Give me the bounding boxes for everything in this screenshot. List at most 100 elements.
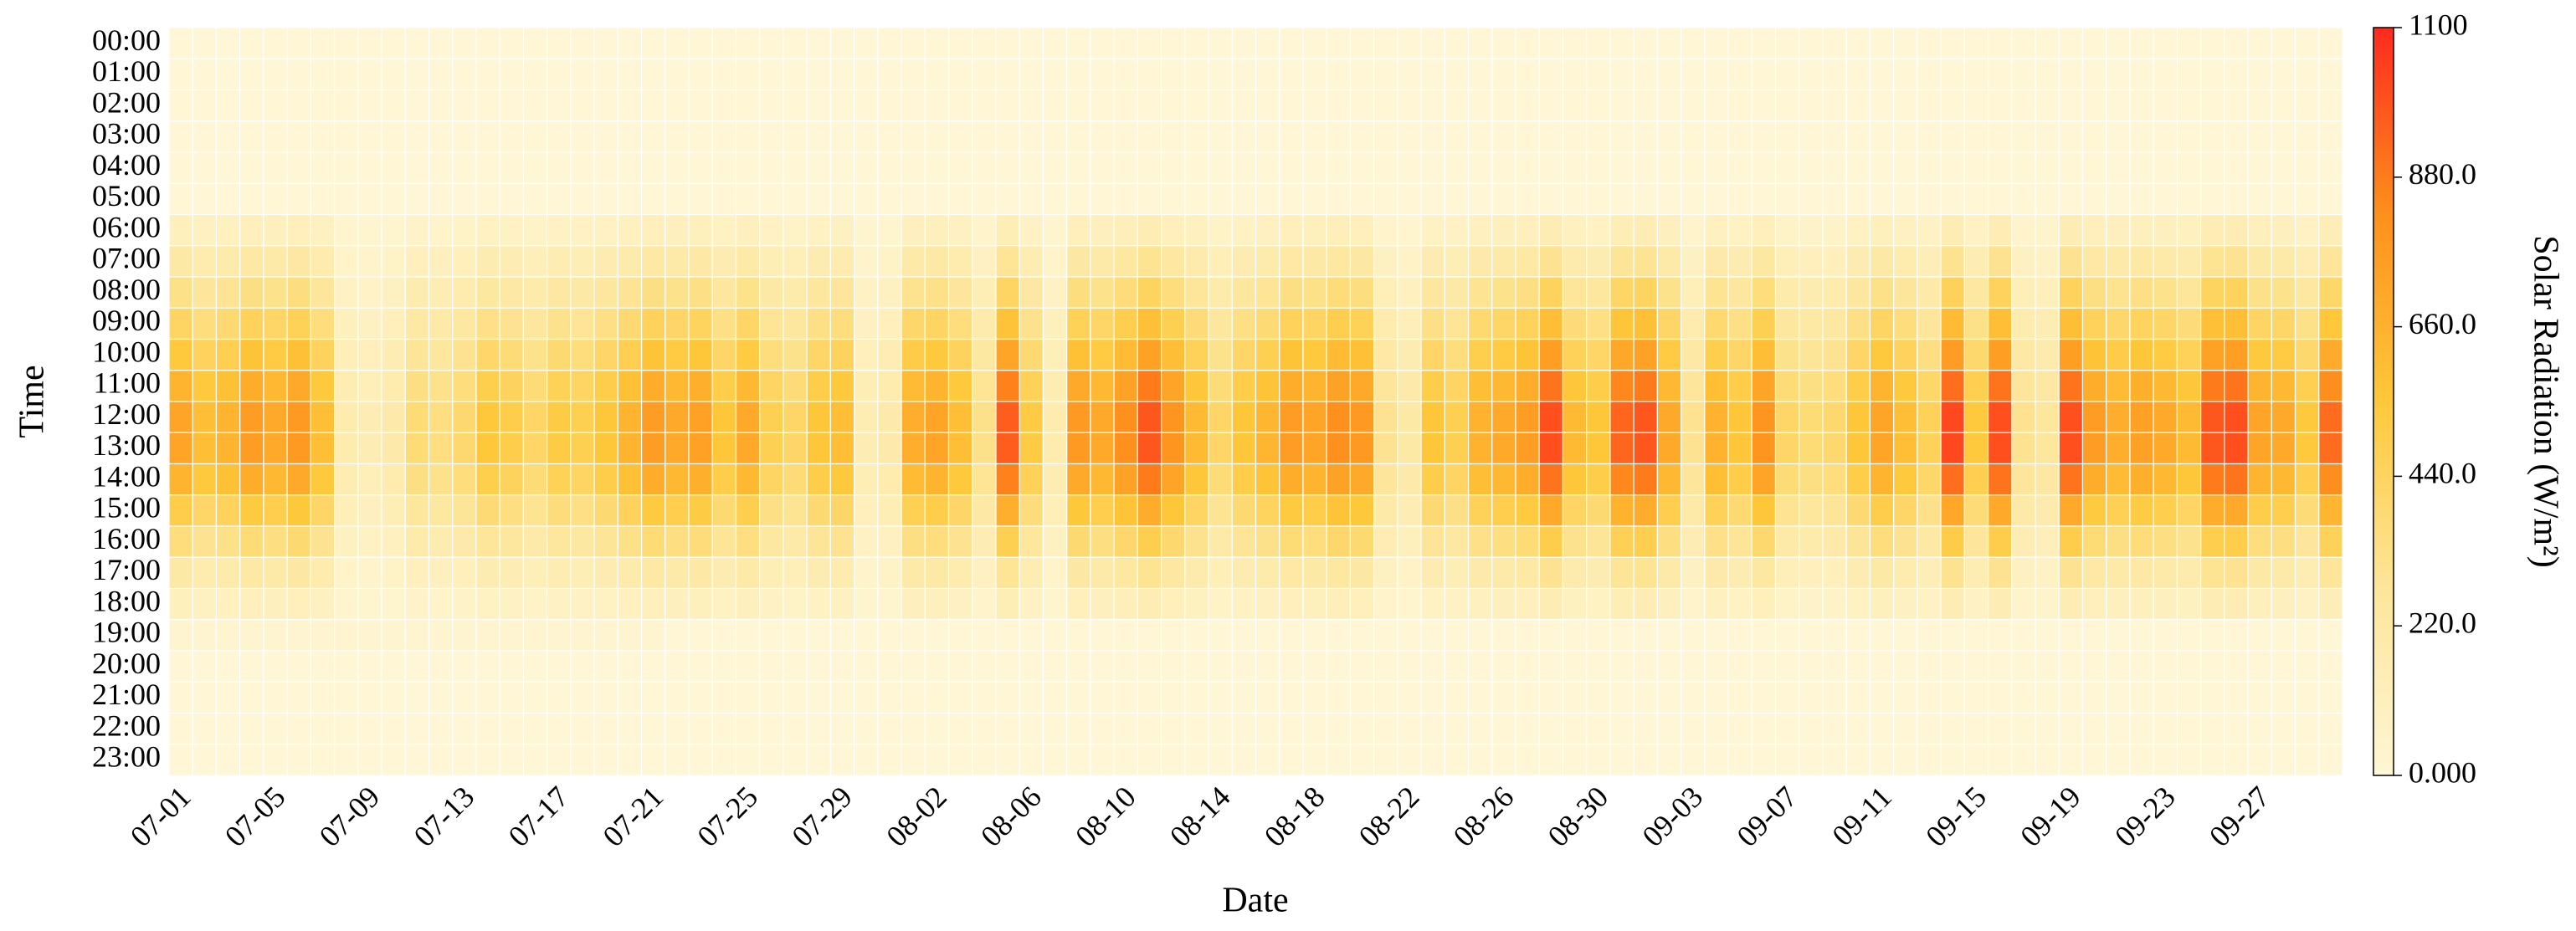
heatmap-cell [1963, 587, 1989, 621]
heatmap-cell [333, 58, 359, 91]
heatmap-cell [1397, 182, 1422, 216]
heatmap-cell [286, 151, 311, 184]
heatmap-cell [806, 681, 831, 714]
heatmap-cell [2318, 525, 2343, 558]
heatmap-cell [1491, 619, 1516, 652]
heatmap-cell [2200, 432, 2225, 465]
heatmap-cell [570, 370, 595, 402]
heatmap-cell [1444, 370, 1470, 402]
heatmap-cell [972, 619, 997, 652]
heatmap-cell [1208, 463, 1233, 496]
heatmap-cell [1681, 89, 1706, 122]
heatmap-cell [1893, 712, 1918, 745]
heatmap-cell [2011, 89, 2036, 122]
heatmap-cell [1940, 556, 1965, 590]
heatmap-cell [1326, 432, 1352, 465]
heatmap-cell [1444, 587, 1470, 621]
heatmap-cell [1799, 650, 1824, 683]
heatmap-cell [2011, 401, 2036, 433]
x-tick-label: 09-27 [2203, 780, 2276, 853]
heatmap-cell [570, 338, 595, 371]
heatmap-cell [428, 27, 454, 59]
heatmap-cell [1231, 432, 1257, 465]
heatmap-cell [1845, 276, 1871, 309]
heatmap-cell [806, 432, 831, 465]
heatmap-cell [1515, 681, 1540, 714]
heatmap-cell [1586, 432, 1611, 465]
heatmap-cell [1160, 681, 1186, 714]
heatmap-cell [452, 182, 477, 216]
heatmap-cell [404, 120, 430, 153]
heatmap-cell [1917, 370, 1942, 402]
heatmap-cell [1704, 276, 1729, 309]
heatmap-cell [310, 432, 336, 465]
heatmap-cell [1538, 556, 1564, 590]
heatmap-cell [665, 650, 690, 683]
heatmap-cell [1373, 432, 1398, 465]
heatmap-cell [2247, 307, 2272, 340]
heatmap-cell [1940, 712, 1965, 745]
heatmap-cell [2200, 27, 2225, 59]
heatmap-cell [1751, 58, 1777, 91]
heatmap-cell [1444, 401, 1470, 433]
heatmap-cell [2106, 556, 2131, 590]
heatmap-cell [1373, 89, 1398, 122]
heatmap-cell [1066, 463, 1091, 496]
heatmap-cell [1444, 494, 1470, 527]
heatmap-cell [2271, 370, 2296, 402]
heatmap-cell [1751, 245, 1777, 278]
heatmap-cell [972, 338, 997, 371]
heatmap-cell [1562, 213, 1588, 247]
heatmap-cell [1845, 307, 1871, 340]
heatmap-cell [1562, 744, 1588, 776]
heatmap-cell [617, 276, 643, 309]
heatmap-cell [995, 432, 1020, 465]
heatmap-cell [547, 338, 572, 371]
heatmap-cell [1420, 712, 1445, 745]
heatmap-cell [310, 370, 336, 402]
heatmap-cell [1042, 58, 1068, 91]
heatmap-cell [1184, 182, 1209, 216]
heatmap-cell [1704, 712, 1729, 745]
heatmap-cell [995, 619, 1020, 652]
heatmap-cell [877, 213, 902, 247]
heatmap-cell [1491, 401, 1516, 433]
heatmap-cell [1869, 432, 1895, 465]
heatmap-cell [547, 182, 572, 216]
heatmap-cell [2294, 276, 2320, 309]
heatmap-cell [1822, 120, 1847, 153]
heatmap-cell [547, 744, 572, 776]
heatmap-cell [310, 89, 336, 122]
heatmap-cell [570, 245, 595, 278]
heatmap-cell [783, 245, 808, 278]
heatmap-cell [1326, 89, 1352, 122]
heatmap-cell [711, 432, 737, 465]
heatmap-cell [522, 370, 548, 402]
heatmap-cell [2035, 276, 2060, 309]
heatmap-cell [263, 525, 288, 558]
heatmap-cell [1845, 463, 1871, 496]
heatmap-cell [1799, 401, 1824, 433]
heatmap-cell [1893, 619, 1918, 652]
heatmap-cell [759, 338, 784, 371]
heatmap-cell [1562, 370, 1588, 402]
heatmap-cell [1349, 744, 1375, 776]
heatmap-cell [428, 525, 454, 558]
heatmap-cell [357, 120, 382, 153]
heatmap-cell [404, 681, 430, 714]
y-tick-label: 22:00 [92, 708, 161, 742]
heatmap-cell [452, 120, 477, 153]
heatmap-cell [1160, 213, 1186, 247]
heatmap-cell [452, 556, 477, 590]
heatmap-cell [2200, 712, 2225, 745]
heatmap-cell [1326, 151, 1352, 184]
heatmap-cell [995, 587, 1020, 621]
heatmap-cell [168, 712, 193, 745]
heatmap-cell [1255, 307, 1280, 340]
heatmap-cell [1774, 370, 1800, 402]
heatmap-cell [995, 401, 1020, 433]
heatmap-cell [475, 307, 500, 340]
heatmap-cell [1208, 276, 1233, 309]
heatmap-cell [2011, 151, 2036, 184]
heatmap-cell [1917, 432, 1942, 465]
